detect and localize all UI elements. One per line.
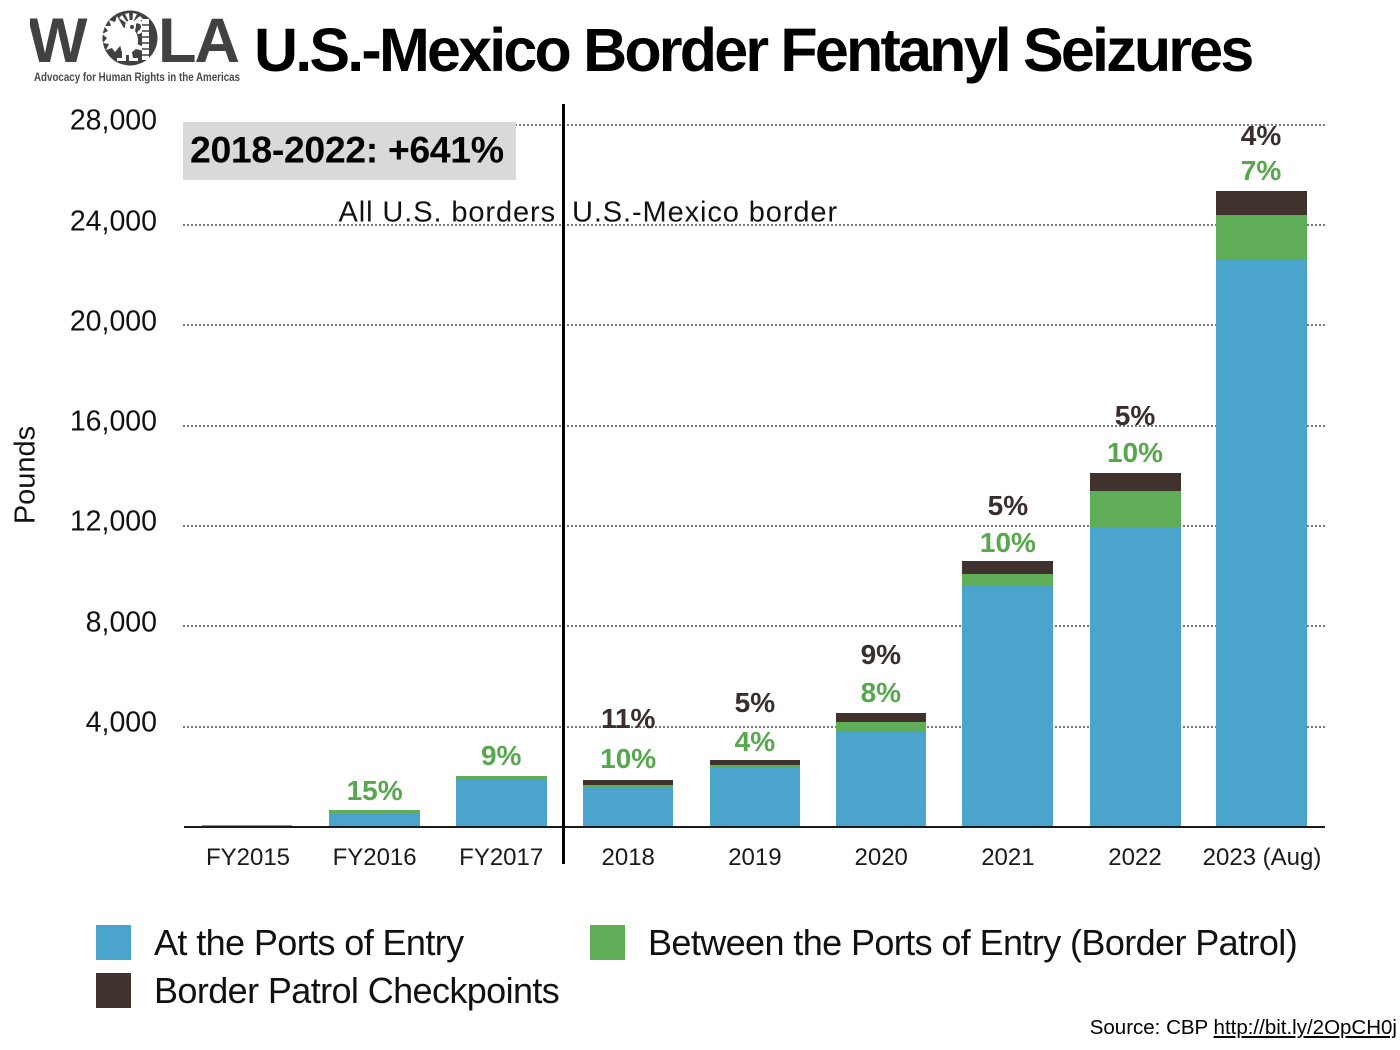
svg-text:LA: LA bbox=[158, 6, 238, 76]
svg-text:Advocacy for Human Rights in t: Advocacy for Human Rights in the America… bbox=[34, 70, 240, 84]
svg-text:W: W bbox=[30, 6, 88, 76]
